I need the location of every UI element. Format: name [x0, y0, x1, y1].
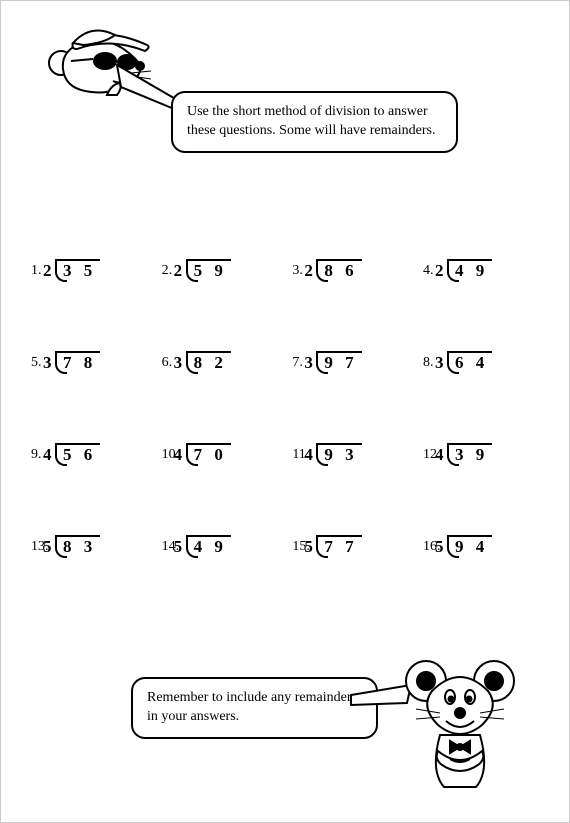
- dividend: 5 6: [57, 443, 100, 464]
- dividend: 3 5: [57, 259, 100, 280]
- division-problem: 6.38 2: [162, 353, 280, 373]
- divisor: 3: [435, 353, 444, 373]
- dividend: 8 2: [188, 351, 231, 372]
- division-problem: 16.59 4: [423, 537, 541, 557]
- divisor: 2: [304, 261, 313, 281]
- long-division: 25 9: [188, 261, 231, 281]
- dividend: 5 9: [188, 259, 231, 280]
- division-problem: 11.49 3: [292, 445, 410, 465]
- dividend: 4 9: [188, 535, 231, 556]
- problems-row: 9.45 6 10.47 0 11.49 3 12.43 9: [31, 445, 541, 465]
- divisor: 5: [435, 537, 444, 557]
- dividend: 7 8: [57, 351, 100, 372]
- problems-row: 1.23 5 2.25 9 3.28 6 4.24 9: [31, 261, 541, 281]
- problems-row: 5.37 8 6.38 2 7.39 7 8.36 4: [31, 353, 541, 373]
- divisor: 5: [43, 537, 52, 557]
- dividend: 9 3: [318, 443, 361, 464]
- divisor: 2: [435, 261, 444, 281]
- division-problem: 5.37 8: [31, 353, 149, 373]
- long-division: 59 4: [449, 537, 492, 557]
- divisor: 4: [43, 445, 52, 465]
- division-problem: 3.28 6: [292, 261, 410, 281]
- dividend: 9 7: [318, 351, 361, 372]
- divisor: 2: [43, 261, 52, 281]
- mouse-bowtie-icon: [396, 651, 526, 796]
- instruction-bubble-top: Use the short method of division to answ…: [171, 91, 458, 153]
- division-problem: 10.47 0: [162, 445, 280, 465]
- dividend: 3 9: [449, 443, 492, 464]
- division-problem: 15.57 7: [292, 537, 410, 557]
- divisor: 3: [174, 353, 183, 373]
- long-division: 47 0: [188, 445, 231, 465]
- divisor: 3: [304, 353, 313, 373]
- problems-grid: 1.23 5 2.25 9 3.28 6 4.24 9 5.37 8 6.38 2 7.39…: [31, 261, 541, 557]
- long-division: 45 6: [57, 445, 100, 465]
- long-division: 24 9: [449, 261, 492, 281]
- instruction-text-top: Use the short method of division to answ…: [187, 104, 435, 138]
- instruction-text-bottom: Remember to include any remainders in yo…: [147, 690, 357, 724]
- dividend: 9 4: [449, 535, 492, 556]
- long-division: 58 3: [57, 537, 100, 557]
- division-problem: 7.39 7: [292, 353, 410, 373]
- long-division: 39 7: [318, 353, 361, 373]
- dividend: 8 6: [318, 259, 361, 280]
- long-division: 23 5: [57, 261, 100, 281]
- problems-row: 13.58 3 14.54 9 15.57 7 16.59 4: [31, 537, 541, 557]
- long-division: 57 7: [318, 537, 361, 557]
- divisor: 4: [435, 445, 444, 465]
- division-problem: 13.58 3: [31, 537, 149, 557]
- division-problem: 4.24 9: [423, 261, 541, 281]
- divisor: 4: [304, 445, 313, 465]
- dividend: 7 7: [318, 535, 361, 556]
- divisor: 5: [174, 537, 183, 557]
- long-division: 43 9: [449, 445, 492, 465]
- long-division: 28 6: [318, 261, 361, 281]
- long-division: 36 4: [449, 353, 492, 373]
- divisor: 3: [43, 353, 52, 373]
- long-division: 54 9: [188, 537, 231, 557]
- division-problem: 8.36 4: [423, 353, 541, 373]
- worksheet-page: Use the short method of division to answ…: [0, 0, 570, 823]
- division-problem: 2.25 9: [162, 261, 280, 281]
- division-problem: 9.45 6: [31, 445, 149, 465]
- dividend: 4 9: [449, 259, 492, 280]
- long-division: 37 8: [57, 353, 100, 373]
- dividend: 7 0: [188, 443, 231, 464]
- division-problem: 14.54 9: [162, 537, 280, 557]
- divisor: 4: [174, 445, 183, 465]
- divisor: 5: [304, 537, 313, 557]
- long-division: 49 3: [318, 445, 361, 465]
- dividend: 8 3: [57, 535, 100, 556]
- long-division: 38 2: [188, 353, 231, 373]
- division-problem: 12.43 9: [423, 445, 541, 465]
- dividend: 6 4: [449, 351, 492, 372]
- division-problem: 1.23 5: [31, 261, 149, 281]
- divisor: 2: [174, 261, 183, 281]
